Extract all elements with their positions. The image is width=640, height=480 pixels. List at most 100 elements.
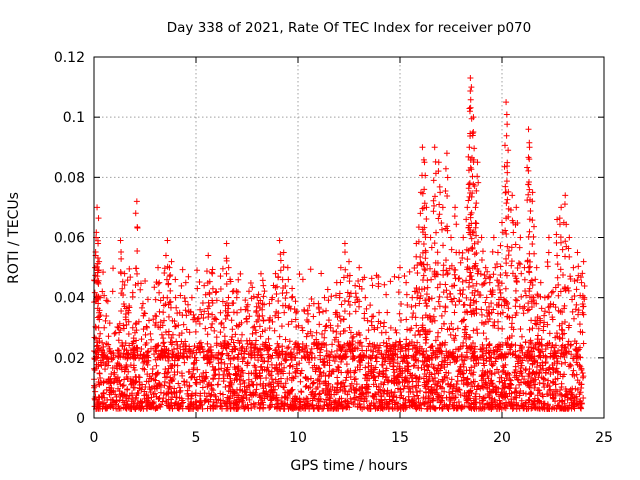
baseline-point (534, 359, 541, 366)
scatter-point (371, 341, 378, 348)
data-point-trail (482, 319, 489, 326)
data-point-trail (448, 246, 455, 253)
scatter-point (120, 322, 127, 329)
scatter-point (161, 269, 168, 276)
scatter-point (337, 346, 344, 353)
scatter-point (556, 322, 563, 329)
baseline-point (577, 398, 584, 405)
data-point-trail (471, 251, 478, 258)
scatter-point (364, 317, 371, 324)
scatter-point (410, 353, 417, 360)
scatter-point (261, 288, 268, 295)
scatter-point (337, 317, 344, 324)
baseline-point (238, 373, 245, 380)
data-point-trail (573, 286, 580, 293)
baseline-point (213, 403, 220, 410)
data-point (435, 159, 442, 166)
baseline-point (212, 371, 219, 378)
baseline-point (400, 385, 407, 392)
data-point-trail (283, 289, 290, 296)
data-point-trail (95, 215, 102, 222)
baseline-point (422, 395, 429, 402)
baseline-point (131, 400, 138, 407)
baseline-point (361, 403, 368, 410)
baseline-point (510, 405, 517, 412)
baseline-point (124, 386, 131, 393)
data-point-trail (529, 282, 536, 289)
scatter-point (143, 323, 150, 330)
scatter-point (330, 328, 337, 335)
scatter-point (534, 336, 541, 343)
data-point-trail (352, 299, 359, 306)
scatter-point (306, 302, 313, 309)
baseline-point (172, 400, 179, 407)
data-point-trail (557, 234, 564, 241)
data-point (193, 318, 199, 325)
data-point-trail (479, 248, 486, 255)
baseline-point (292, 368, 299, 375)
scatter-point (516, 354, 523, 361)
data-point-trail (508, 262, 515, 269)
baseline-point (379, 405, 386, 412)
scatter-point (460, 317, 467, 324)
data-point-trail (93, 293, 100, 300)
baseline-point (567, 386, 574, 393)
baseline-point (386, 396, 393, 403)
baseline-point (282, 380, 289, 387)
baseline-point (222, 400, 229, 407)
data-point (144, 324, 151, 331)
data-point-trail (525, 167, 532, 174)
data-point-trail (550, 301, 557, 308)
data-point-trail (504, 299, 511, 306)
baseline-point (270, 379, 277, 386)
baseline-point (559, 373, 566, 380)
scatter-point (230, 339, 237, 346)
scatter-point (333, 334, 340, 341)
scatter-point (220, 345, 227, 352)
data-point-trail (202, 291, 209, 298)
data-point-trail (552, 284, 559, 291)
baseline-point (271, 364, 278, 371)
data-point-trail (534, 291, 541, 298)
data-point-trail (502, 183, 509, 190)
scatter-point (246, 288, 253, 295)
data-point-trail (554, 274, 561, 281)
baseline-point (303, 382, 310, 389)
baseline-point (457, 363, 464, 370)
scatter-point (94, 345, 101, 352)
baseline-point (135, 390, 142, 397)
data-point-trail (422, 255, 429, 262)
scatter-point (513, 297, 520, 304)
scatter-point (116, 347, 123, 354)
baseline-point (231, 397, 238, 404)
baseline-point (579, 369, 586, 376)
baseline-point (569, 392, 576, 399)
baseline-point (268, 396, 275, 403)
baseline-point (105, 376, 112, 383)
scatter-point (236, 347, 243, 354)
baseline-point (97, 401, 104, 408)
data-point-trail (472, 287, 479, 294)
baseline-point (263, 388, 270, 395)
data-point-trail (538, 305, 545, 312)
baseline-point (567, 395, 574, 402)
baseline-point (240, 393, 247, 400)
baseline-point (464, 375, 471, 382)
data-point-trail (565, 245, 572, 252)
baseline-point (544, 381, 551, 388)
data-point-trail (413, 285, 420, 292)
baseline-point (162, 374, 169, 381)
baseline-point (164, 370, 171, 377)
data-point-trail (502, 227, 509, 234)
scatter-point (99, 288, 106, 295)
scatter-point (292, 354, 299, 361)
scatter-point (403, 316, 410, 323)
data-point (362, 294, 369, 301)
data-point-trail (527, 208, 534, 215)
baseline-point (157, 389, 164, 396)
scatter-point (154, 354, 161, 361)
baseline-point (518, 397, 525, 404)
baseline-point (439, 384, 446, 391)
baseline-point (483, 380, 490, 387)
baseline-point (312, 368, 319, 375)
